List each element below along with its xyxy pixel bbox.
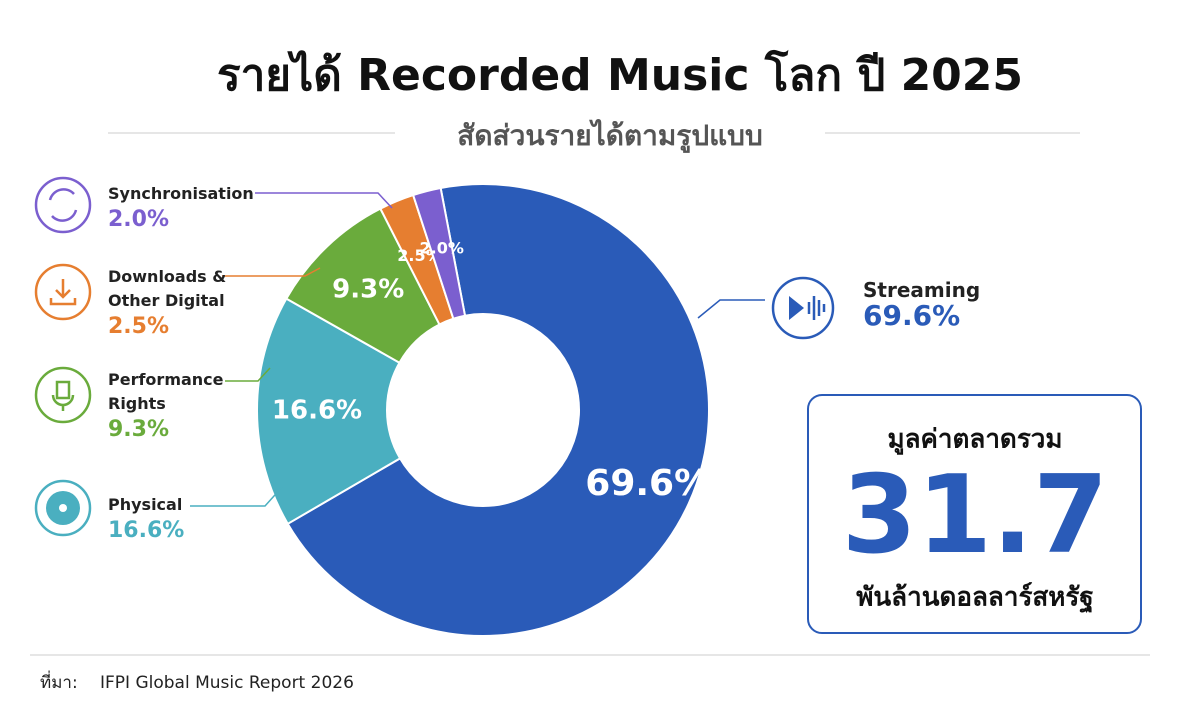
- chart-subtitle: สัดส่วนรายได้ตามรูปแบบ: [457, 119, 762, 153]
- icons: [34, 176, 835, 537]
- legend-item: Downloads & Other Digital 2.5%: [108, 265, 230, 339]
- icon-mic: [34, 366, 92, 424]
- icon-download: [34, 263, 92, 321]
- legend-name: Synchronisation: [108, 184, 254, 203]
- total-box: [807, 394, 1142, 634]
- slice: [286, 183, 710, 637]
- slice: [256, 297, 402, 526]
- donut: 69.6%16.6%9.3%2.5%2.0%: [256, 183, 710, 637]
- icon-mic-glyph: [51, 380, 75, 411]
- legend-value: 9.3%: [108, 417, 170, 442]
- source-label: ที่มา:: [40, 670, 78, 693]
- leader-line: [190, 485, 284, 507]
- legend-name: Physical: [108, 495, 183, 514]
- legend-value: 69.6%: [863, 299, 961, 332]
- leader-line: [255, 192, 393, 209]
- slice: [411, 186, 467, 320]
- slice-label: 2.0%: [420, 239, 464, 258]
- legend-name: Performance Rights: [108, 370, 224, 413]
- total-unit: พันล้านดอลลาร์สหรัฐ: [856, 582, 1093, 615]
- legend-name: Streaming: [863, 278, 981, 302]
- legend-item: Performance Rights 9.3%: [108, 368, 230, 442]
- leader-line: [697, 299, 765, 319]
- slice-label: 16.6%: [272, 396, 362, 426]
- icon-disc-hole: [59, 504, 67, 512]
- legend-item: Physical 16.6%: [108, 493, 230, 543]
- source-text: IFPI Global Music Report 2026: [100, 673, 354, 693]
- leader-line: [222, 267, 321, 277]
- legend-name: Downloads & Other Digital: [108, 267, 227, 310]
- total-value: 31.7: [842, 453, 1108, 578]
- icon-play: [789, 296, 804, 320]
- slice-label: 69.6%: [585, 463, 710, 504]
- icon-wave: [807, 296, 826, 320]
- icon-download-glyph: [49, 279, 77, 306]
- legend-item: Synchronisation 2.0%: [108, 182, 254, 232]
- legend-value: 2.0%: [108, 207, 170, 232]
- legend-value: 2.5%: [108, 314, 170, 339]
- legend-item: Streaming 69.6%: [863, 278, 1043, 332]
- icon-sync: [34, 176, 92, 234]
- chart-title: รายได้ Recorded Music โลก ปี 2025: [217, 48, 1023, 101]
- slice-label: 9.3%: [332, 275, 404, 305]
- icon-sync-glyph: [48, 188, 78, 222]
- leader-line: [225, 367, 271, 382]
- total-label: มูลค่าตลาดรวม: [887, 425, 1062, 456]
- icon-disc: [34, 479, 92, 537]
- legend-value: 16.6%: [108, 518, 185, 543]
- icon-streaming: [771, 276, 835, 340]
